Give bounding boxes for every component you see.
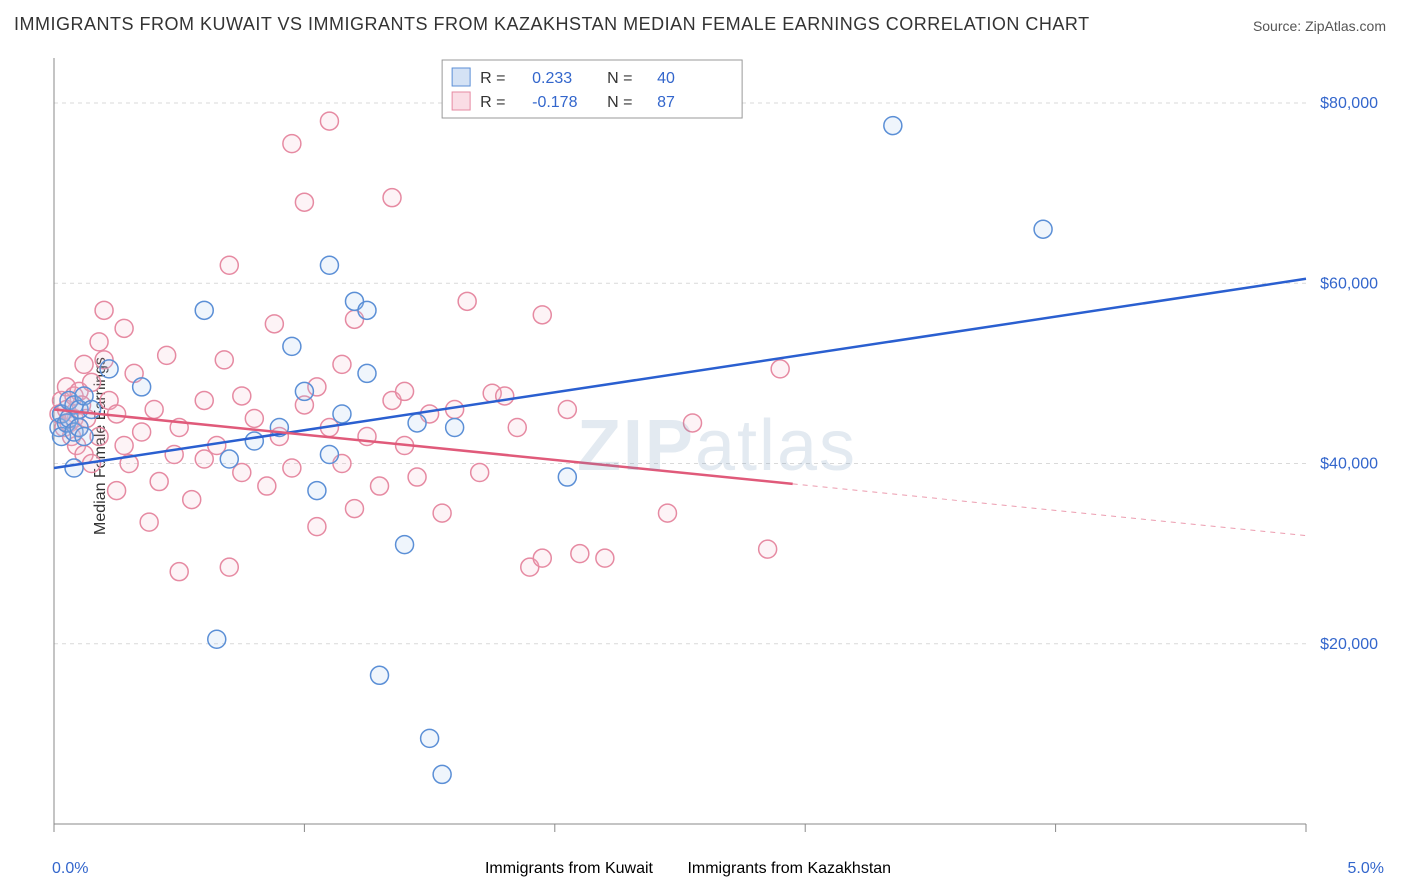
- svg-text:N =: N =: [607, 94, 632, 111]
- bottom-legend: Immigrants from Kuwait Immigrants from K…: [485, 860, 921, 878]
- svg-text:40: 40: [657, 70, 675, 87]
- x-axis-min-label: 0.0%: [52, 860, 88, 878]
- svg-text:R =: R =: [480, 94, 505, 111]
- svg-text:-0.178: -0.178: [532, 94, 577, 111]
- legend-label-kazakhstan: Immigrants from Kazakhstan: [687, 860, 891, 877]
- svg-text:$60,000: $60,000: [1320, 275, 1378, 292]
- x-axis-max-label: 5.0%: [1348, 860, 1384, 878]
- svg-text:$80,000: $80,000: [1320, 95, 1378, 112]
- svg-text:0.233: 0.233: [532, 70, 572, 87]
- svg-text:N =: N =: [607, 70, 632, 87]
- scatter-plot: $20,000 $40,000 $60,000 $80,000 R = 0.233 N = 4…: [48, 50, 1386, 842]
- chart-area: $20,000 $40,000 $60,000 $80,000 R = 0.233 N = 4…: [48, 50, 1386, 842]
- svg-text:$20,000: $20,000: [1320, 636, 1378, 653]
- legend-label-kuwait: Immigrants from Kuwait: [485, 860, 653, 877]
- svg-text:87: 87: [657, 94, 675, 111]
- chart-title: IMMIGRANTS FROM KUWAIT VS IMMIGRANTS FRO…: [14, 14, 1090, 35]
- source-label: Source: ZipAtlas.com: [1253, 18, 1386, 34]
- svg-text:$40,000: $40,000: [1320, 456, 1378, 473]
- svg-text:R =: R =: [480, 70, 505, 87]
